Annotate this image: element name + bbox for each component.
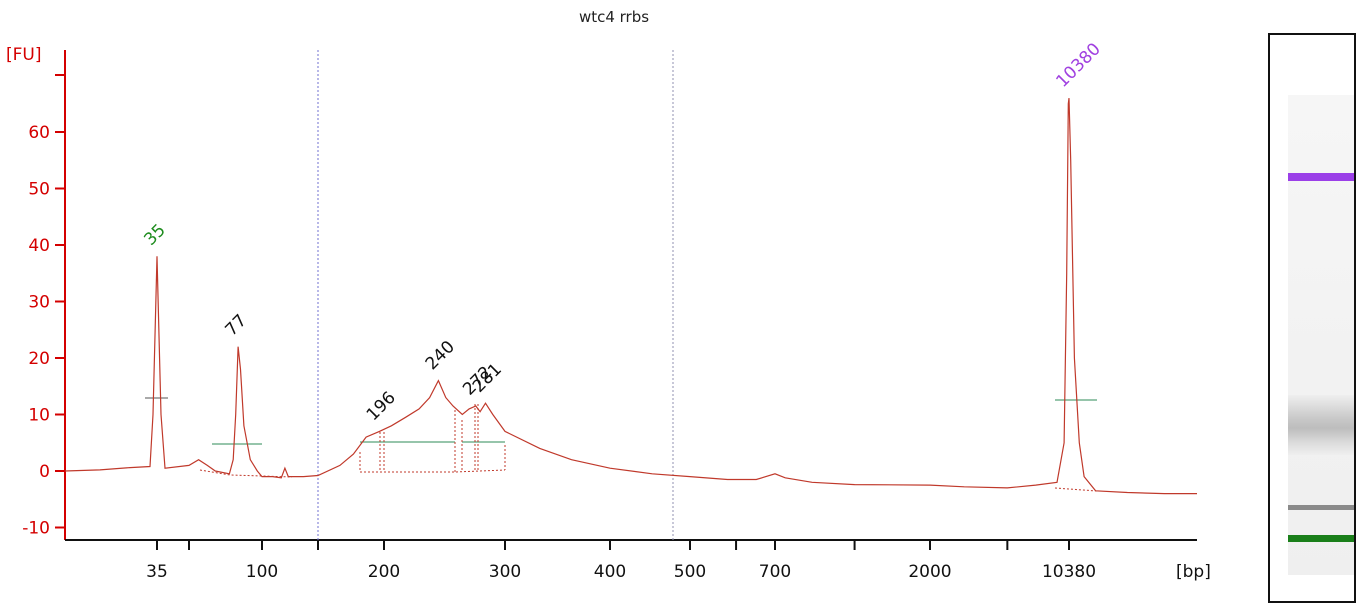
peak-label-240: 240 (422, 337, 459, 374)
x-axis-ticks: 35 100 200 300 400 500 700 2000 10380 (146, 540, 1096, 582)
y-tick-label: 40 (28, 236, 50, 256)
x-tick-label: 35 (146, 562, 168, 582)
x-tick-label: 2000 (908, 562, 951, 582)
integration-dividers (359, 404, 506, 472)
electropherogram-trace (64, 98, 1197, 495)
gel-band-upper-marker (1288, 173, 1354, 181)
peak-label-77: 77 (221, 311, 250, 340)
y-tick-label: 20 (28, 349, 50, 369)
x-tick-label: 10380 (1042, 562, 1096, 582)
y-tick-label: 30 (28, 293, 50, 313)
gel-image (1268, 33, 1356, 603)
y-tick-label: 10 (28, 406, 50, 426)
gel-lane (1288, 95, 1354, 575)
y-axis-unit: [FU] (6, 45, 42, 65)
gel-band-faint (1288, 505, 1354, 510)
baseline-right (1054, 487, 1098, 492)
x-tick-label: 700 (759, 562, 791, 582)
x-tick-label: 200 (368, 562, 400, 582)
peak-label-196: 196 (363, 388, 400, 425)
baseline-middle (360, 469, 506, 473)
gel-band-smear (1288, 395, 1354, 455)
x-axis-unit: [bp] (1176, 562, 1211, 582)
x-tick-label: 400 (594, 562, 626, 582)
y-tick-label: 0 (39, 462, 50, 482)
x-tick-label: 100 (246, 562, 278, 582)
gel-band-lower-marker (1288, 535, 1354, 542)
electropherogram-chart: wtc4 rrbs [FU] [bp] -10 0 10 20 30 40 50 60 35 1… (6, 8, 1211, 582)
baseline-left (199, 469, 293, 478)
x-tick-label: 500 (674, 562, 706, 582)
x-tick-label: 300 (489, 562, 521, 582)
y-tick-label: -10 (22, 519, 50, 539)
peak-label-35: 35 (140, 220, 169, 249)
y-axis-ticks: -10 0 10 20 30 40 50 60 (22, 74, 65, 539)
chart-title: wtc4 rrbs (579, 8, 649, 26)
peak-label-10380: 10380 (1052, 39, 1104, 91)
y-tick-label: 50 (28, 180, 50, 200)
y-tick-label: 60 (28, 123, 50, 143)
